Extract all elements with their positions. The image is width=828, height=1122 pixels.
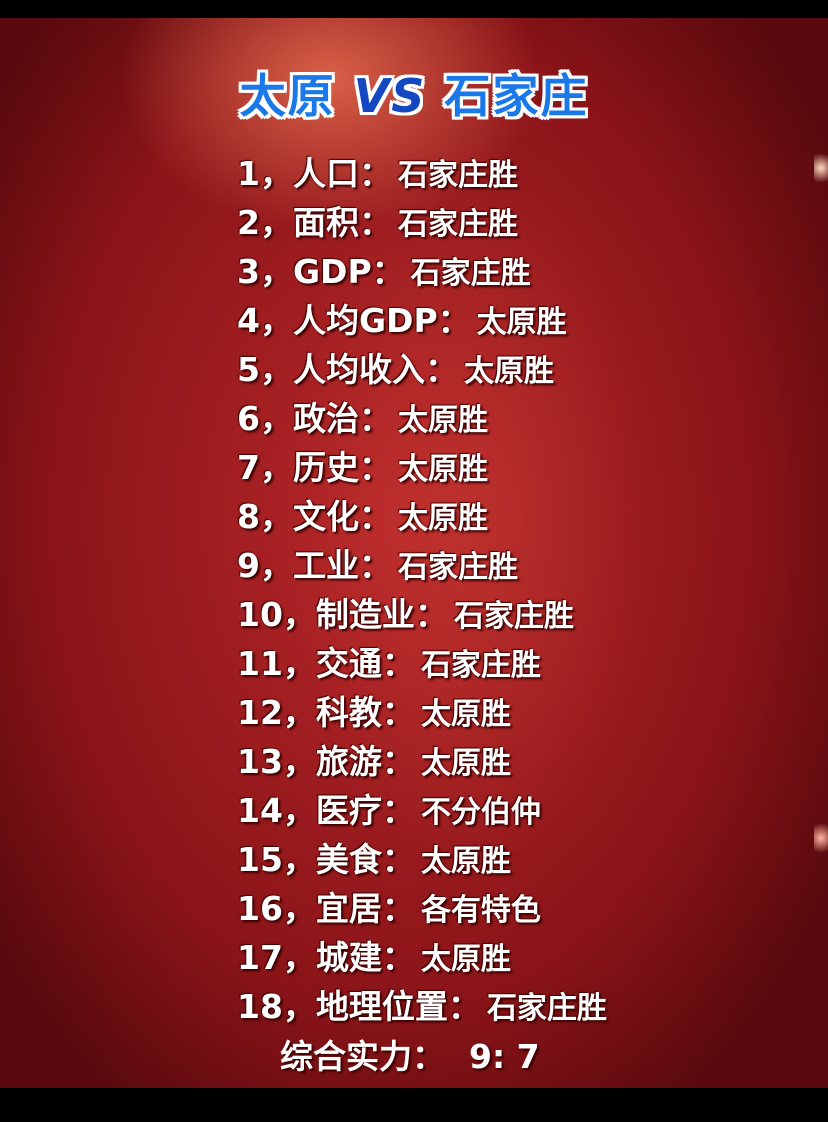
light-glow <box>814 818 828 858</box>
comparison-item: 17，城建： 太原胜 <box>237 936 607 985</box>
item-result: 石家庄胜 <box>397 158 518 193</box>
comparison-item: 11，交通： 石家庄胜 <box>237 642 607 691</box>
item-result: 石家庄胜 <box>410 256 531 291</box>
title-vs: VS <box>353 69 427 123</box>
item-label: 6，政治： <box>237 399 392 438</box>
item-label: 12，科教： <box>237 693 415 732</box>
poster-background: 太原 VS 石家庄 1，人口： 石家庄胜 2，面积： 石家庄胜 3，GDP： 石家庄胜 4，人均… <box>0 18 828 1088</box>
item-result: 石家庄胜 <box>486 991 607 1026</box>
comparison-item: 10，制造业： 石家庄胜 <box>237 593 607 642</box>
item-label: 16，宜居： <box>237 889 415 928</box>
item-label: 4，人均GDP： <box>237 301 471 340</box>
comparison-item: 1，人口： 石家庄胜 <box>237 152 607 201</box>
item-result: 太原胜 <box>476 305 567 340</box>
item-label: 5，人均收入： <box>237 350 458 389</box>
item-result: 太原胜 <box>420 844 511 879</box>
poster-title: 太原 VS 石家庄 <box>0 60 828 126</box>
item-label: 11，交通： <box>237 644 415 683</box>
item-result: 太原胜 <box>397 452 488 487</box>
item-label: 15，美食： <box>237 840 415 879</box>
comparison-item: 12，科教： 太原胜 <box>237 691 607 740</box>
item-result: 太原胜 <box>463 354 554 389</box>
item-label: 1，人口： <box>237 154 392 193</box>
item-label: 7，历史： <box>237 448 392 487</box>
comparison-item: 4，人均GDP： 太原胜 <box>237 299 607 348</box>
comparison-item: 15，美食： 太原胜 <box>237 838 607 887</box>
comparison-item: 2，面积： 石家庄胜 <box>237 201 607 250</box>
item-label: 10，制造业： <box>237 595 448 634</box>
item-label: 3，GDP： <box>237 252 405 291</box>
item-label: 13，旅游： <box>237 742 415 781</box>
item-label: 17，城建： <box>237 938 415 977</box>
summary-row: 综合实力： 9: 7 <box>280 1030 540 1078</box>
title-city-right: 石家庄 <box>444 69 589 123</box>
item-result: 太原胜 <box>420 697 511 732</box>
item-result: 太原胜 <box>397 501 488 536</box>
comparison-item: 16，宜居： 各有特色 <box>237 887 607 936</box>
item-label: 8，文化： <box>237 497 392 536</box>
comparison-item: 18，地理位置： 石家庄胜 <box>237 985 607 1034</box>
item-result: 太原胜 <box>420 942 511 977</box>
comparison-item: 7，历史： 太原胜 <box>237 446 607 495</box>
comparison-item: 8，文化： 太原胜 <box>237 495 607 544</box>
title-city-left: 太原 <box>239 69 336 123</box>
light-glow <box>814 148 828 188</box>
comparison-item: 13，旅游： 太原胜 <box>237 740 607 789</box>
comparison-list: 1，人口： 石家庄胜 2，面积： 石家庄胜 3，GDP： 石家庄胜 4，人均GDP： 太原胜 5… <box>237 152 607 1034</box>
item-result: 石家庄胜 <box>453 599 574 634</box>
comparison-item: 5，人均收入： 太原胜 <box>237 348 607 397</box>
item-label: 2，面积： <box>237 203 392 242</box>
item-label: 18，地理位置： <box>237 987 481 1026</box>
item-result: 石家庄胜 <box>397 207 518 242</box>
item-result: 太原胜 <box>420 746 511 781</box>
item-result: 不分伯仲 <box>420 795 541 830</box>
comparison-item: 6，政治： 太原胜 <box>237 397 607 446</box>
summary-label: 综合实力： <box>280 1037 445 1076</box>
item-label: 9，工业： <box>237 546 392 585</box>
item-result: 石家庄胜 <box>420 648 541 683</box>
item-result: 太原胜 <box>397 403 488 438</box>
comparison-item: 9，工业： 石家庄胜 <box>237 544 607 593</box>
item-result: 石家庄胜 <box>397 550 518 585</box>
comparison-item: 14，医疗： 不分伯仲 <box>237 789 607 838</box>
comparison-item: 3，GDP： 石家庄胜 <box>237 250 607 299</box>
item-label: 14，医疗： <box>237 791 415 830</box>
item-result: 各有特色 <box>420 893 541 928</box>
summary-score: 9: 7 <box>469 1037 540 1076</box>
